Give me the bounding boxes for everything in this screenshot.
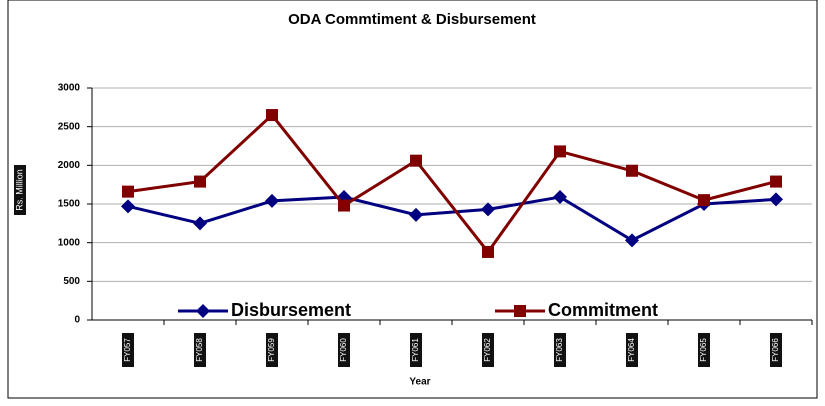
point [481,202,495,217]
x-tick-label-bg [410,333,422,367]
point [266,109,278,122]
y-tick-label: 0 [74,315,80,326]
legend-marker [196,304,210,318]
y-tick-label: 1500 [58,199,81,210]
x-tick-label: FY061 [411,338,420,362]
y-axis-label-group: Rs. Million [14,165,26,215]
legend-marker [514,305,526,317]
point [698,194,710,207]
legend-label: Commitment [548,300,658,320]
point [122,185,134,198]
y-tick-label: 2000 [58,160,81,171]
x-tick-label-group: FY066 [770,333,782,367]
x-tick-label: FY064 [627,338,636,362]
x-tick-label: FY059 [267,338,276,362]
point [769,192,783,207]
point [409,207,423,222]
x-tick-label: FY058 [195,338,204,362]
x-tick-label: FY066 [771,338,780,362]
x-tick-label-bg [698,333,710,367]
y-tick-label: 1000 [58,237,81,248]
x-tick-label-group: FY064 [626,333,638,367]
x-tick-label: FY060 [339,338,348,362]
chart-title: ODA Commtiment & Disbursement [288,11,536,28]
x-tick-label-bg [554,333,566,367]
series-line [127,112,777,255]
point [770,175,782,188]
point [265,193,279,208]
x-tick-label-group: FY065 [698,333,710,367]
point [194,175,206,188]
x-tick-label-group: FY063 [554,333,566,367]
x-tick-label-group: FY057 [122,333,134,367]
x-tick-label-bg [770,333,782,367]
point [410,154,422,167]
x-tick-label-group: FY059 [266,333,278,367]
x-tick-label-bg [338,333,350,367]
y-tick-label: 3000 [58,83,81,94]
chart-frame [7,0,818,399]
x-tick-label-group: FY062 [482,333,494,367]
x-tick-label-group: FY060 [338,333,350,367]
x-tick-label: FY062 [483,338,492,362]
point [626,164,638,177]
point [482,245,494,258]
point [121,199,135,214]
x-tick-label-group: FY061 [410,333,422,367]
x-tick-label-group: FY058 [194,333,206,367]
x-tick-label: FY065 [699,338,708,362]
y-tick-label: 500 [63,276,80,287]
x-tick-label-bg [626,333,638,367]
x-tick-label-bg [122,333,134,367]
x-tick-label: FY057 [123,338,132,362]
x-tick-label-bg [482,333,494,367]
x-tick-label-bg [194,333,206,367]
series-line [127,195,777,243]
x-axis-label: Year [409,377,430,388]
point [338,199,350,212]
y-axis-label: Rs. Million [14,169,24,211]
point [193,216,207,231]
point [554,145,566,158]
legend-label: Disbursement [231,300,351,320]
point [625,233,639,248]
point [553,190,567,205]
x-tick-label-bg [266,333,278,367]
y-axis-label-bg [14,165,26,215]
y-tick-label: 2500 [58,121,81,132]
x-tick-label: FY063 [555,338,564,362]
